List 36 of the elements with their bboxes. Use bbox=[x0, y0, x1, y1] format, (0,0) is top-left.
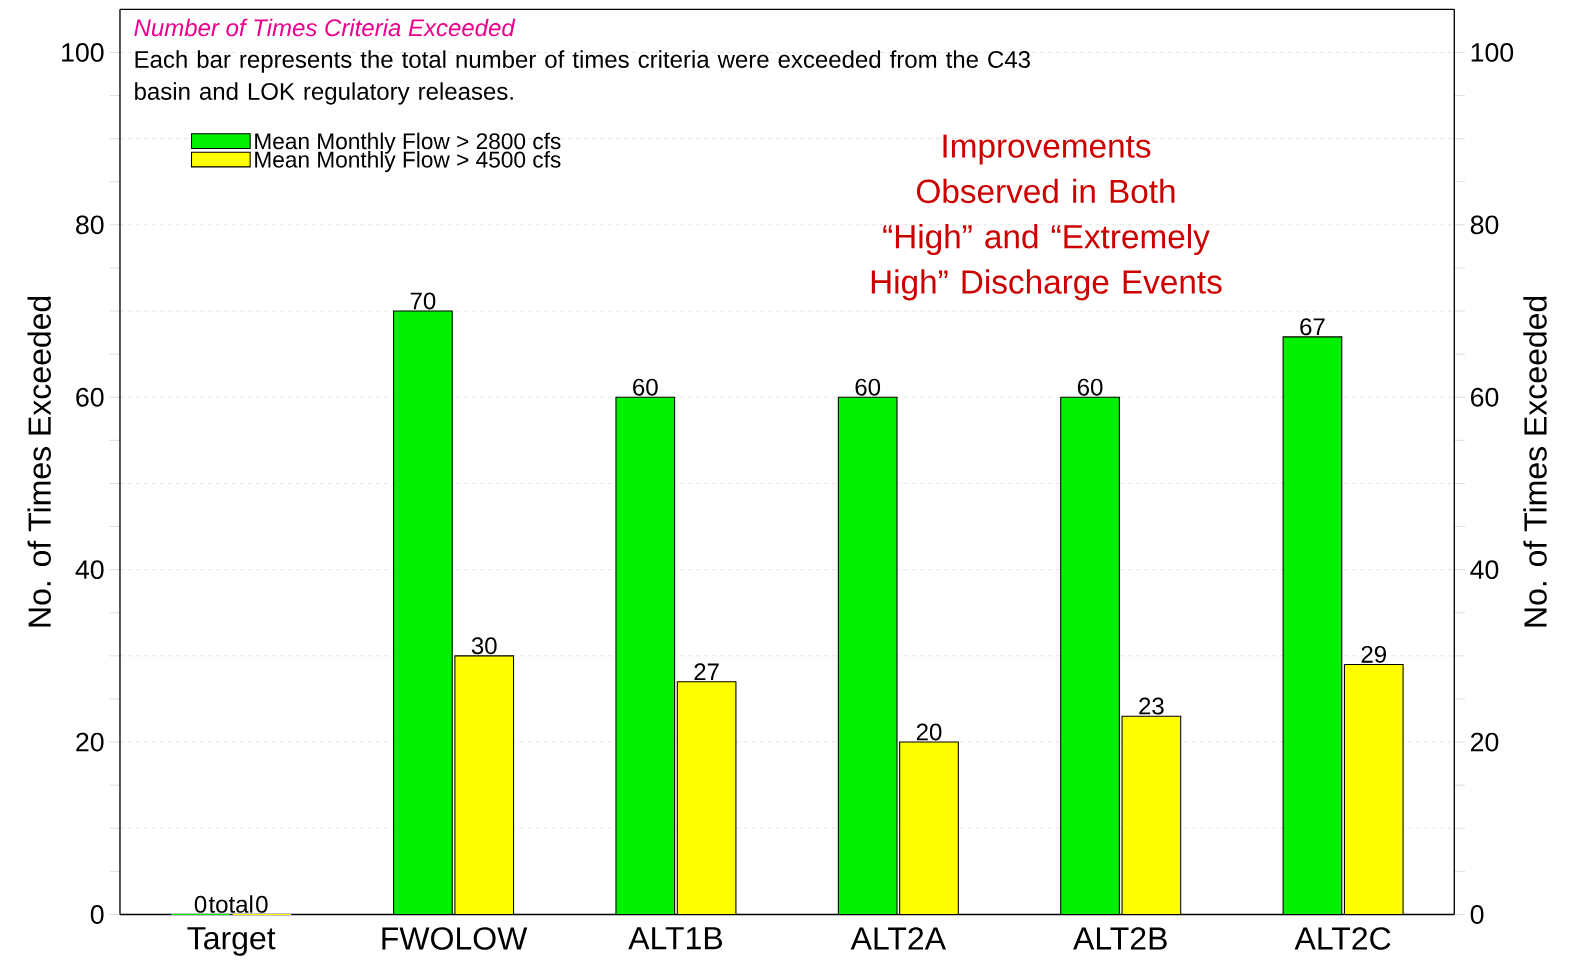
x-tick-label: ALT2A bbox=[850, 927, 946, 950]
data-label: 30 bbox=[471, 637, 497, 655]
y2-tick-label: 0 bbox=[1470, 904, 1484, 924]
data-label: 60 bbox=[855, 378, 881, 396]
y-axis-title: No. of Times Exceeded bbox=[27, 296, 51, 627]
y-tick-label: 80 bbox=[76, 215, 104, 235]
y2-tick-label: 60 bbox=[1471, 387, 1499, 407]
data-label: 70 bbox=[410, 292, 436, 310]
data-label: 0 bbox=[256, 895, 268, 913]
y2-tick-label: 40 bbox=[1470, 560, 1499, 580]
x-tick-label: Target bbox=[187, 927, 276, 956]
data-label: 29 bbox=[1361, 645, 1386, 663]
data-label: 23 bbox=[1139, 697, 1164, 715]
annotation: total bbox=[208, 895, 253, 913]
data-label: 67 bbox=[1300, 318, 1325, 336]
text: Each bar represents the total number of times criteria were exceeded from the C43 basin and LOK regulatory releases. bbox=[135, 50, 1030, 105]
data-label: 60 bbox=[633, 378, 658, 396]
y2-tick-label: 80 bbox=[1470, 215, 1499, 235]
y-tick-label: 0 bbox=[90, 904, 104, 924]
chart-title: Number of Times Criteria Exceeded bbox=[134, 18, 516, 37]
x-tick-label: FWOLOW bbox=[382, 927, 528, 950]
y-tick-label: 40 bbox=[75, 560, 104, 580]
data-label: 20 bbox=[916, 723, 942, 741]
x-tick-label: ALT2B bbox=[1073, 927, 1167, 950]
y-tick-label: 100 bbox=[62, 42, 104, 62]
y-tick-label: 60 bbox=[76, 387, 104, 407]
y-tick-label: 20 bbox=[76, 732, 104, 752]
x-tick-label: ALT1B bbox=[628, 927, 722, 950]
x-tick-label: ALT2C bbox=[1294, 927, 1391, 950]
annotation: Improvements Observed in Both “High” and “Extremely High” Discharge Events bbox=[871, 134, 1222, 301]
y2-tick-label: 100 bbox=[1471, 42, 1514, 62]
data-label: 0 bbox=[194, 895, 207, 913]
y2-axis-title: No. of Times Exceeded bbox=[1523, 296, 1547, 627]
y2-tick-label: 20 bbox=[1471, 732, 1499, 752]
data-label: 27 bbox=[694, 663, 719, 681]
data-label: 60 bbox=[1077, 378, 1103, 396]
